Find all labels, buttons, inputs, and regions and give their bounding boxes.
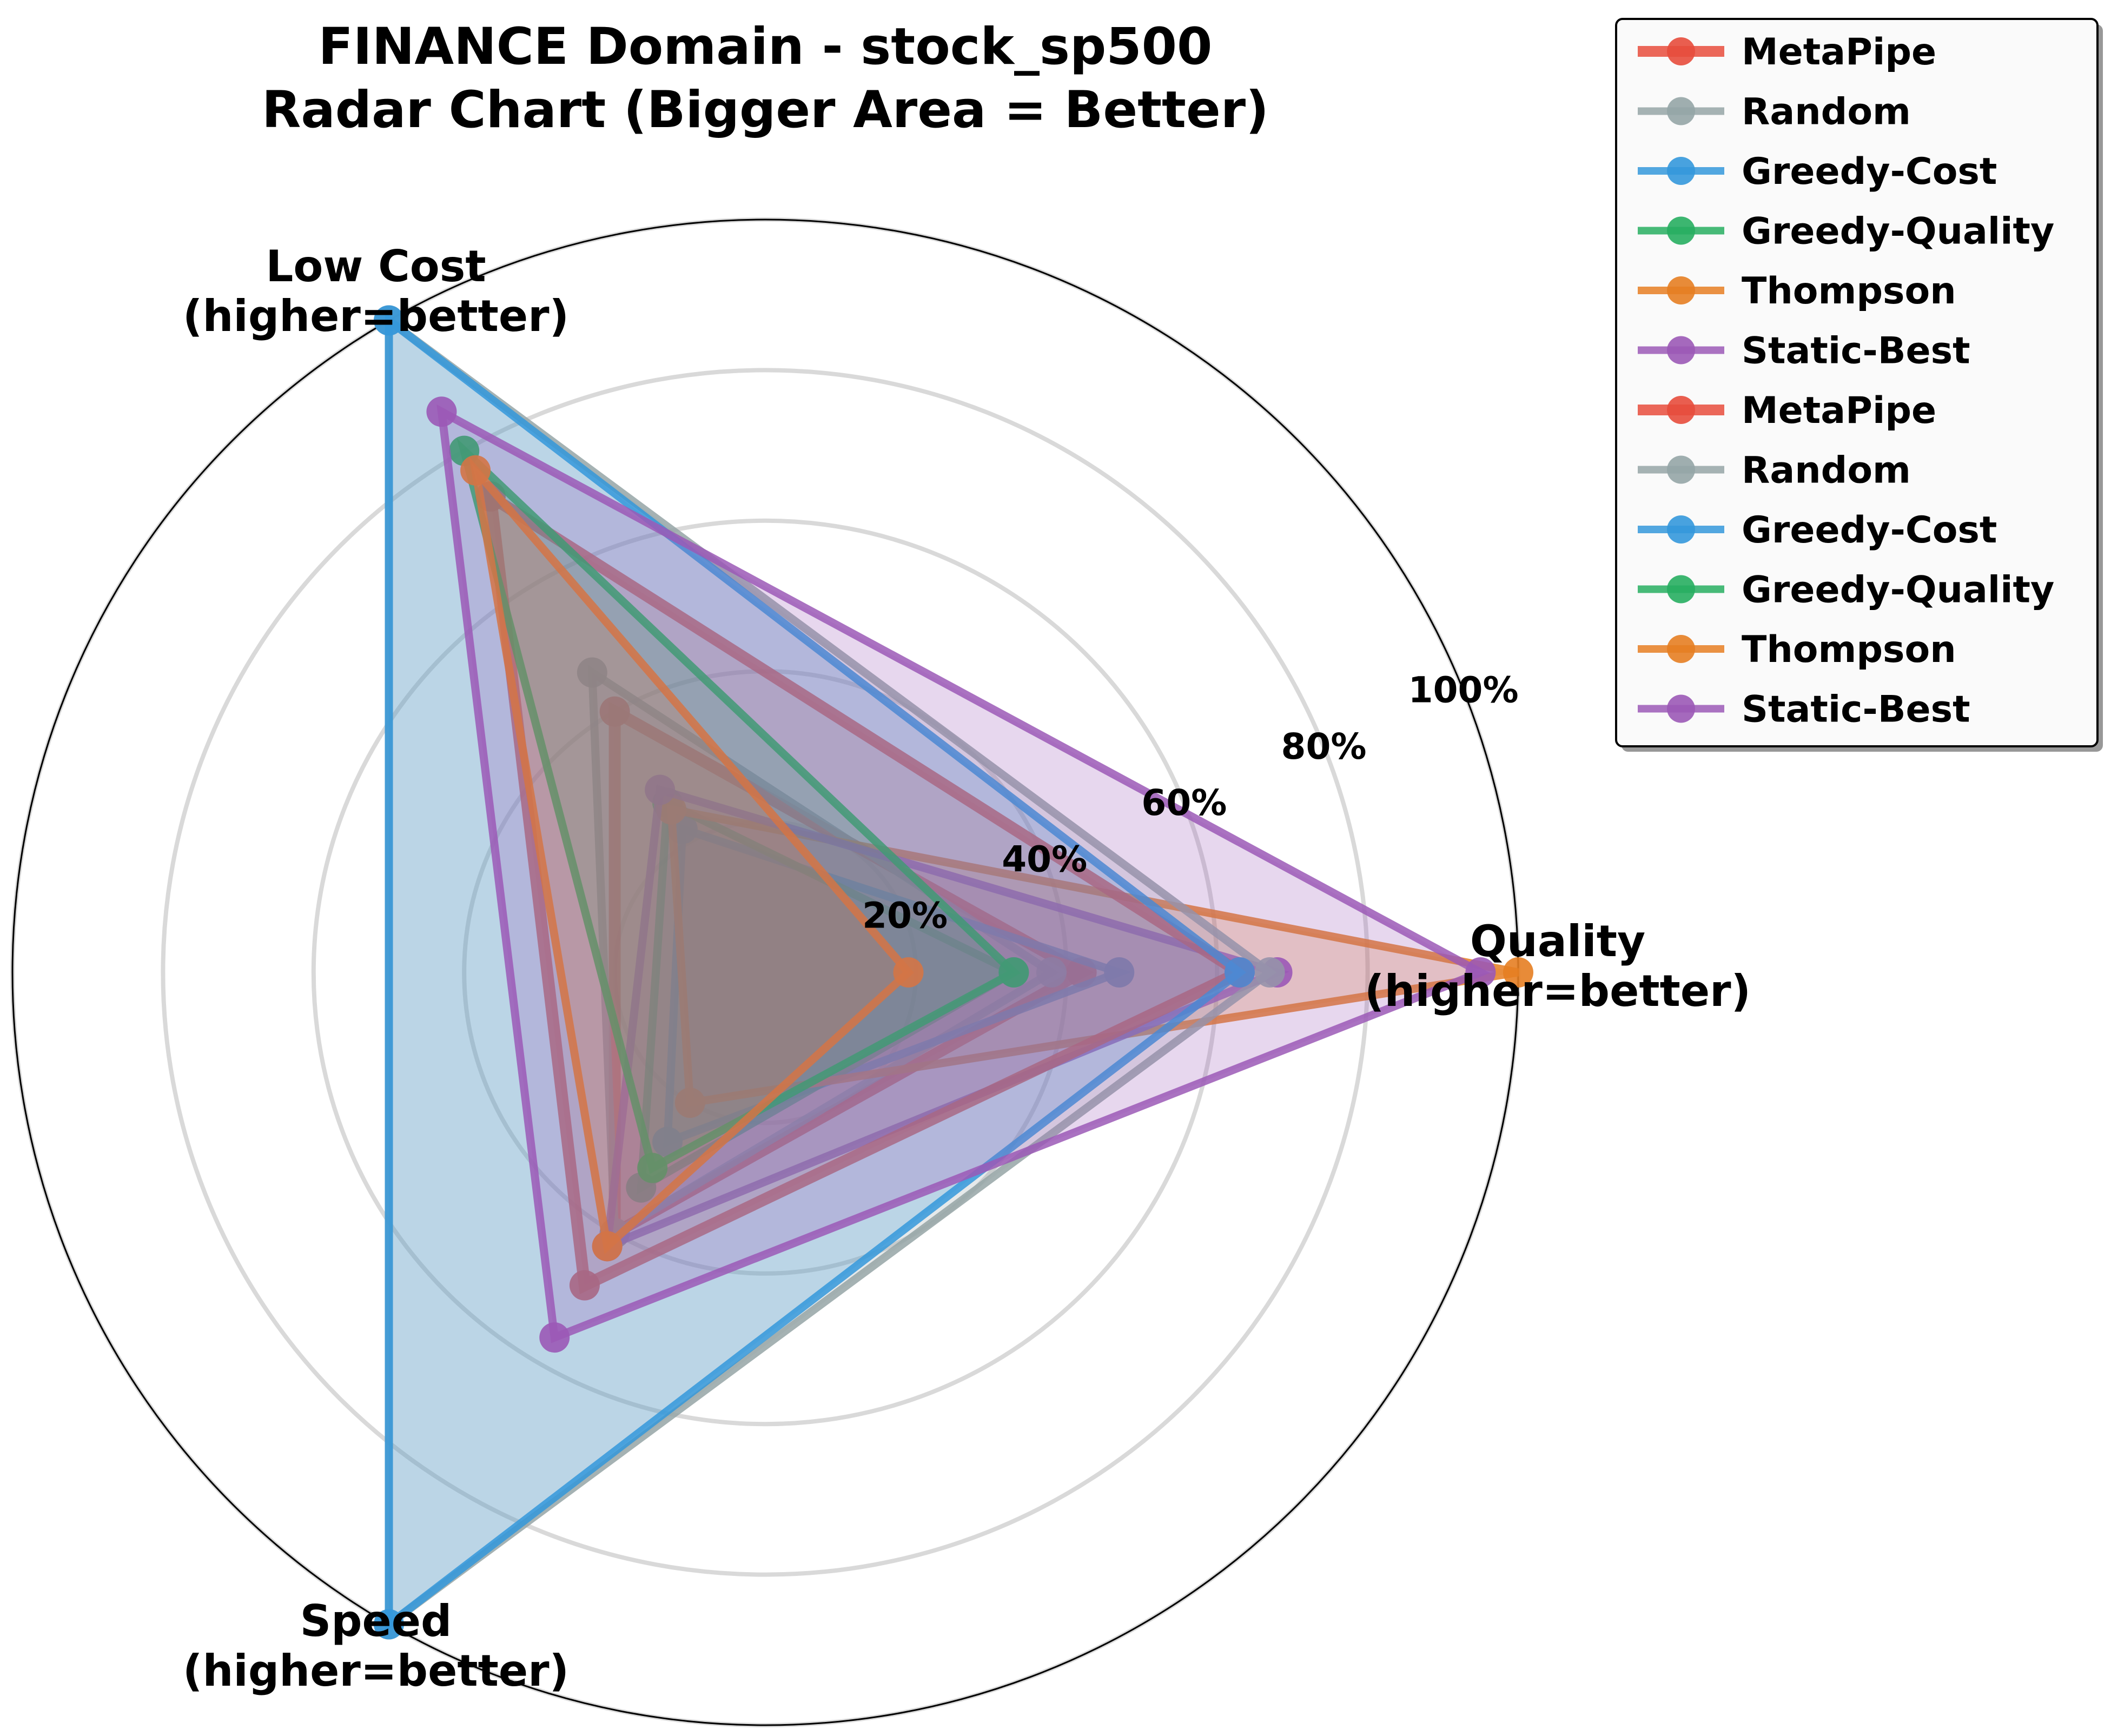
legend-entry-1: Random [1638,91,1911,134]
data-point [577,657,607,688]
radial-tick-label: 20% [862,895,948,937]
legend-label: Static-Best [1742,688,1970,731]
data-point [637,1152,668,1183]
legend-entry-4: Thompson [1638,270,1956,313]
axis-label-0: Quality (higher=better) [1365,916,1751,1016]
legend-marker [1667,157,1695,185]
legend-label: MetaPipe [1742,31,1936,74]
legend-label: Random [1742,91,1911,134]
legend-marker [1667,276,1695,304]
legend-marker [1667,37,1695,65]
legend-label: Greedy-Cost [1742,509,1997,552]
grid-ring-80 [161,368,1370,1577]
data-point [460,455,491,486]
series-thompson-10 [460,455,924,1262]
data-point [592,1231,623,1262]
legend-entry-2: Greedy-Cost [1638,150,1997,193]
legend-label: Greedy-Cost [1742,150,1997,193]
legend-entry-0: MetaPipe [1638,31,1936,74]
grid-ring-60 [311,518,1220,1427]
legend-marker [1667,396,1695,424]
legend-label: Thompson [1742,270,1956,313]
legend-label: Random [1742,449,1911,492]
series-polygon [385,312,1247,1633]
axis-label-1: Low Cost (higher=better) [183,241,569,341]
data-point [599,696,630,727]
data-point [652,1127,683,1157]
radial-tick-labels: 20% 40% 60% 80% 100% [862,670,1518,937]
legend-label: Static-Best [1742,330,1970,373]
data-point [569,1270,600,1301]
legend-marker [1667,97,1695,125]
data-point [1104,957,1135,988]
legend-entry-7: Random [1638,449,1911,492]
legend-marker [1667,694,1695,723]
data-point [645,774,676,805]
legend-label: MetaPipe [1742,389,1936,432]
radial-tick-label: 40% [1002,838,1087,880]
series-layer [374,305,1533,1640]
legend-label: Greedy-Quality [1742,569,2054,612]
data-point [1224,957,1255,988]
data-point [1503,957,1533,988]
legend-frame [1615,18,2099,747]
data-point [1036,957,1067,988]
series-greedy-cost-8 [374,305,1255,1640]
legend-entry-8: Greedy-Cost [1638,509,1997,552]
legend-entry-3: Greedy-Quality [1638,210,2054,253]
legend-marker [1667,336,1695,365]
series-polygon [456,438,1021,1174]
legend-label: Greedy-Quality [1742,210,2054,253]
data-point [674,1088,705,1118]
data-point [893,957,924,988]
legend: MetaPipe Random Greedy-Cost Greedy-Quality T… [1615,18,2103,752]
legend-entry-5: Static-Best [1638,330,1970,373]
data-point [374,305,404,336]
data-point [539,1322,570,1353]
legend-marker [1667,515,1695,544]
series-static-best-11 [426,396,1496,1353]
series-polygon [469,456,914,1255]
legend-entry-9: Greedy-Quality [1638,569,2054,612]
axis-label-2: Speed (higher=better) [183,1596,569,1696]
data-point [374,1609,404,1640]
radial-tick-label: 100% [1408,670,1519,711]
legend-entry-6: MetaPipe [1638,389,1936,432]
legend-marker [1667,216,1695,245]
data-point [1254,957,1285,988]
legend-entry-11: Static-Best [1638,688,1970,731]
legend-entry-10: Thompson [1638,628,1956,671]
chart-title-line-1: FINANCE Domain - stock_sp500 [319,17,1213,76]
data-point [1465,957,1496,988]
chart-title-line-2: Radar Chart (Bigger Area = Better) [262,81,1269,140]
series-greedy-quality-9 [449,435,1029,1183]
radial-tick-label: 60% [1141,782,1227,824]
data-point [426,396,457,427]
radial-tick-label: 80% [1281,726,1367,767]
data-point [998,957,1029,988]
legend-marker [1667,575,1695,604]
legend-marker [1667,635,1695,663]
axis-labels: Quality (higher=better) Low Cost (higher=be… [183,241,1751,1696]
series-polygon [436,404,1491,1343]
legend-marker [1667,455,1695,484]
legend-label: Thompson [1742,628,1956,671]
series-polygon [483,485,1252,1295]
